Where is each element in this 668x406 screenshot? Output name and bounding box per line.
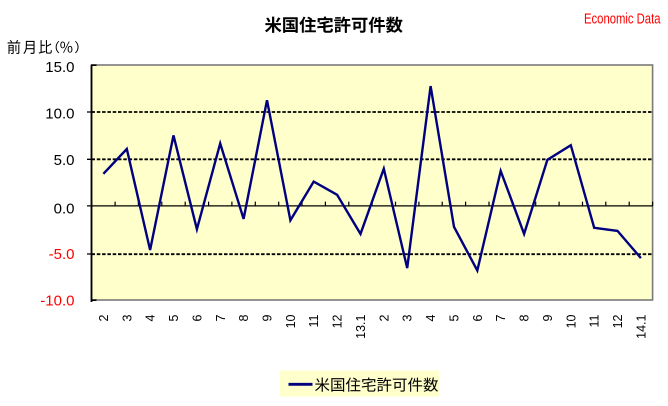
svg-text:8: 8 (518, 314, 532, 321)
svg-text:13.1: 13.1 (354, 314, 368, 338)
svg-text:9: 9 (541, 314, 555, 321)
svg-text:8: 8 (237, 314, 251, 321)
svg-text:6: 6 (190, 314, 204, 321)
svg-text:5.0: 5.0 (54, 152, 75, 169)
svg-text:10: 10 (284, 314, 298, 328)
svg-text:2: 2 (97, 314, 111, 321)
svg-text:Economic Data: Economic Data (584, 11, 661, 27)
svg-text:0.0: 0.0 (54, 201, 75, 218)
svg-text:-10.0: -10.0 (40, 292, 74, 309)
svg-text:12: 12 (331, 314, 345, 328)
svg-text:4: 4 (424, 314, 438, 321)
svg-text:4: 4 (144, 314, 158, 321)
svg-text:6: 6 (471, 314, 485, 321)
svg-text:11: 11 (307, 314, 321, 327)
svg-text:5: 5 (167, 314, 181, 321)
svg-text:11: 11 (588, 314, 602, 327)
svg-text:3: 3 (401, 314, 415, 321)
svg-text:2: 2 (377, 314, 391, 321)
svg-text:7: 7 (214, 314, 228, 321)
svg-text:7: 7 (494, 314, 508, 321)
svg-text:-5.0: -5.0 (49, 246, 75, 263)
svg-text:3: 3 (120, 314, 134, 321)
svg-text:10: 10 (564, 314, 578, 328)
svg-text:15.0: 15.0 (45, 59, 74, 76)
svg-text:5: 5 (448, 314, 462, 321)
svg-text:10.0: 10.0 (45, 106, 74, 123)
svg-text:14.1: 14.1 (634, 314, 648, 338)
svg-text:12: 12 (611, 314, 625, 328)
svg-text:9: 9 (261, 314, 275, 321)
